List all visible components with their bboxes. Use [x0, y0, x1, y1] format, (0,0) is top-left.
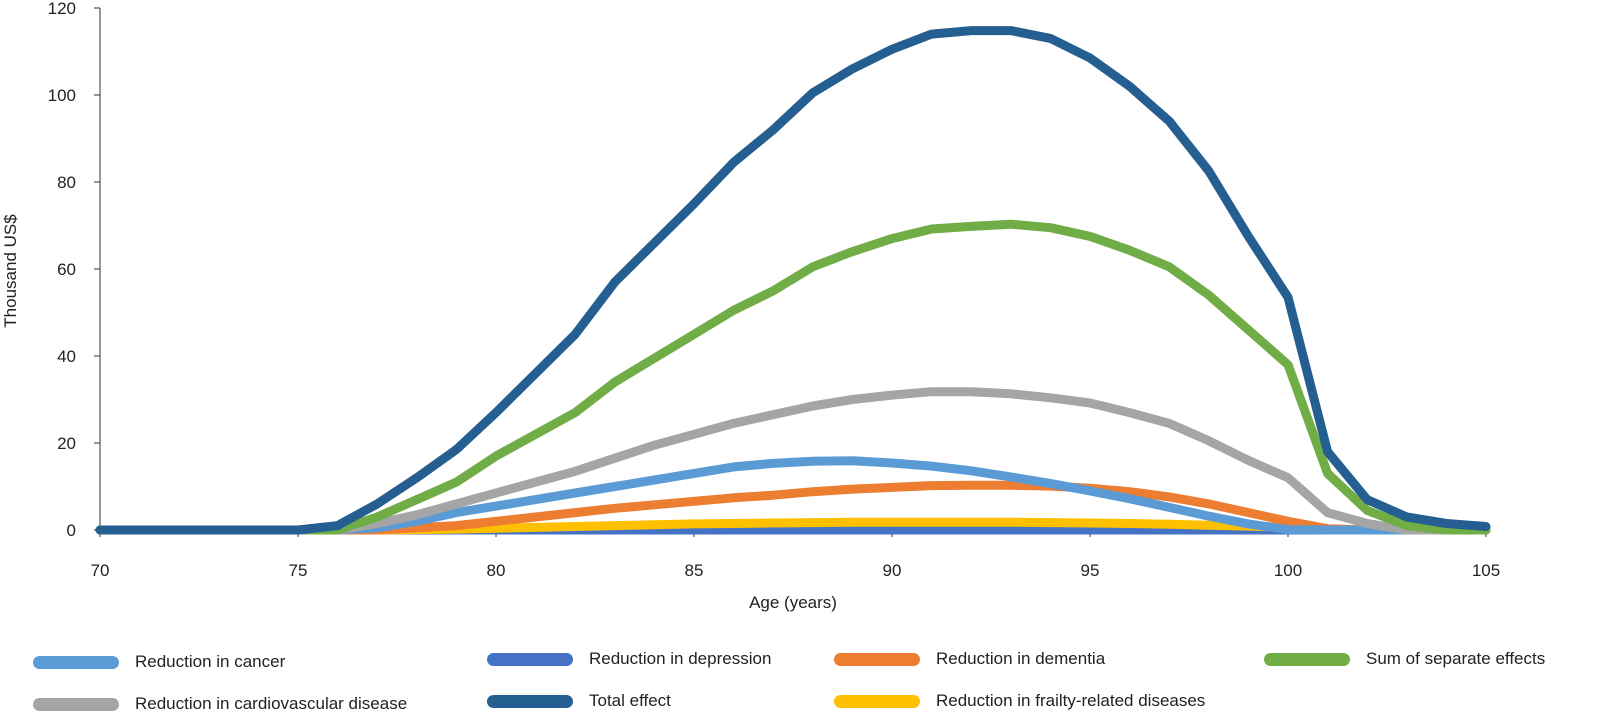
y-tick-label: 80	[57, 173, 76, 192]
x-tick-label: 70	[91, 561, 110, 580]
legend-label: Reduction in frailty-related diseases	[936, 691, 1206, 710]
x-tick-label: 95	[1081, 561, 1100, 580]
x-tick-label: 85	[685, 561, 704, 580]
series-layer	[95, 26, 1491, 535]
legend-swatch	[834, 652, 920, 666]
y-tick-label: 100	[48, 86, 76, 105]
legend-swatch	[487, 652, 573, 666]
legend-item-reduction-in-cardiovascular-disease: Reduction in cardiovascular disease	[33, 689, 407, 719]
legend-item-reduction-in-dementia: Reduction in dementia	[834, 644, 1105, 674]
legend-swatch	[33, 655, 119, 669]
x-tick-label: 100	[1274, 561, 1302, 580]
y-tick-label: 40	[57, 347, 76, 366]
x-tick-label: 90	[883, 561, 902, 580]
y-tick-label: 0	[67, 521, 76, 540]
legend-swatch	[33, 697, 119, 711]
x-tick-label: 105	[1472, 561, 1500, 580]
y-axis-title: Thousand US$	[1, 214, 20, 328]
y-axis: 0 20 40 60 80 100 120	[48, 0, 101, 540]
legend-item-sum-of-separate-effects: Sum of separate effects	[1264, 644, 1545, 674]
legend-swatch	[834, 694, 920, 708]
x-axis-title: Age (years)	[749, 593, 837, 612]
line-chart: 0 20 40 60 80 100 120 70 75 80 85 90 95 100 105 Age (…	[1, 0, 1500, 612]
y-tick-label: 60	[57, 260, 76, 279]
y-tick-label: 20	[57, 434, 76, 453]
legend-label: Reduction in dementia	[936, 649, 1106, 668]
legend-swatch	[487, 694, 573, 708]
x-tick-label: 75	[289, 561, 308, 580]
legend-item-reduction-in-depression: Reduction in depression	[487, 644, 771, 674]
legend-label: Sum of separate effects	[1366, 649, 1546, 668]
series-line-sum-of-separate-effects	[95, 219, 1491, 535]
legend-label: Reduction in cardiovascular disease	[135, 694, 408, 713]
legend-swatch	[1264, 652, 1350, 666]
x-axis: 70 75 80 85 90 95 100 105	[91, 529, 1500, 580]
x-tick-label: 80	[487, 561, 506, 580]
legend-item-reduction-in-cancer: Reduction in cancer	[33, 647, 285, 677]
legend-item-total-effect: Total effect	[487, 686, 671, 716]
legend-label: Reduction in cancer	[135, 652, 286, 671]
legend-label: Reduction in depression	[589, 649, 772, 668]
series-line-total-effect	[95, 26, 1491, 535]
y-tick-label: 120	[48, 0, 76, 18]
legend-item-reduction-in-frailty-related-diseases: Reduction in frailty-related diseases	[834, 686, 1205, 716]
legend-label: Total effect	[589, 691, 671, 710]
